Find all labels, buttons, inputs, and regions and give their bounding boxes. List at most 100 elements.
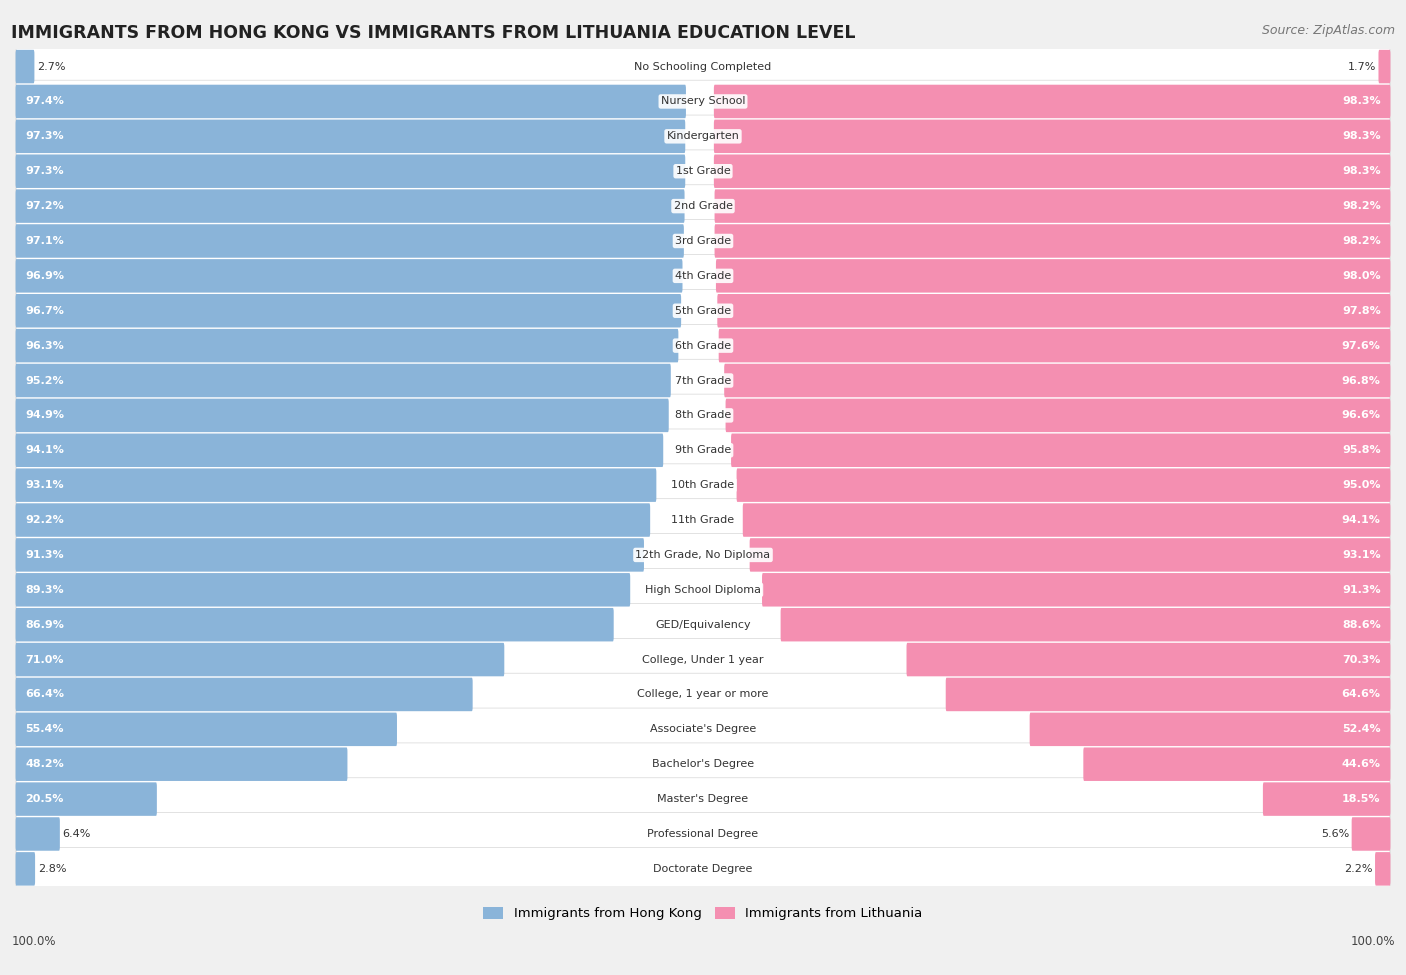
FancyBboxPatch shape	[724, 364, 1391, 397]
FancyBboxPatch shape	[15, 120, 685, 153]
FancyBboxPatch shape	[15, 643, 505, 677]
FancyBboxPatch shape	[15, 429, 1391, 472]
Text: 10th Grade: 10th Grade	[672, 480, 734, 490]
FancyBboxPatch shape	[15, 573, 630, 606]
Text: 97.3%: 97.3%	[25, 132, 63, 141]
FancyBboxPatch shape	[15, 154, 685, 188]
FancyBboxPatch shape	[15, 503, 650, 537]
FancyBboxPatch shape	[714, 154, 1391, 188]
FancyBboxPatch shape	[15, 50, 34, 83]
FancyBboxPatch shape	[15, 468, 657, 502]
Text: 96.3%: 96.3%	[25, 340, 65, 351]
Text: High School Diploma: High School Diploma	[645, 585, 761, 595]
Text: 86.9%: 86.9%	[25, 620, 65, 630]
Text: 94.9%: 94.9%	[25, 410, 65, 420]
FancyBboxPatch shape	[15, 847, 1391, 890]
Text: 96.7%: 96.7%	[25, 306, 65, 316]
Text: GED/Equivalency: GED/Equivalency	[655, 620, 751, 630]
FancyBboxPatch shape	[731, 434, 1391, 467]
Text: 97.2%: 97.2%	[25, 201, 65, 212]
Text: 64.6%: 64.6%	[1341, 689, 1381, 699]
Text: 96.6%: 96.6%	[1341, 410, 1381, 420]
FancyBboxPatch shape	[15, 708, 1391, 751]
Text: 11th Grade: 11th Grade	[672, 515, 734, 526]
FancyBboxPatch shape	[725, 399, 1391, 432]
FancyBboxPatch shape	[762, 573, 1391, 606]
Text: Master's Degree: Master's Degree	[658, 794, 748, 804]
FancyBboxPatch shape	[1084, 748, 1391, 781]
FancyBboxPatch shape	[15, 325, 1391, 367]
Text: 91.3%: 91.3%	[1343, 585, 1381, 595]
Text: 98.3%: 98.3%	[1343, 132, 1381, 141]
Text: 48.2%: 48.2%	[25, 760, 65, 769]
Text: 93.1%: 93.1%	[25, 480, 63, 490]
Text: Doctorate Degree: Doctorate Degree	[654, 864, 752, 874]
FancyBboxPatch shape	[15, 80, 1391, 123]
FancyBboxPatch shape	[1351, 817, 1391, 851]
Text: 18.5%: 18.5%	[1343, 794, 1381, 804]
FancyBboxPatch shape	[15, 639, 1391, 681]
Text: 97.4%: 97.4%	[25, 97, 65, 106]
FancyBboxPatch shape	[15, 394, 1391, 437]
FancyBboxPatch shape	[15, 329, 678, 363]
FancyBboxPatch shape	[15, 673, 1391, 716]
FancyBboxPatch shape	[717, 294, 1391, 328]
FancyBboxPatch shape	[15, 778, 1391, 820]
FancyBboxPatch shape	[737, 468, 1391, 502]
Text: 70.3%: 70.3%	[1343, 654, 1381, 665]
Text: 97.8%: 97.8%	[1341, 306, 1381, 316]
Text: 2.7%: 2.7%	[37, 61, 66, 71]
FancyBboxPatch shape	[15, 359, 1391, 402]
FancyBboxPatch shape	[15, 294, 681, 328]
FancyBboxPatch shape	[15, 219, 1391, 262]
Text: 44.6%: 44.6%	[1341, 760, 1381, 769]
FancyBboxPatch shape	[946, 678, 1391, 711]
FancyBboxPatch shape	[15, 85, 686, 118]
FancyBboxPatch shape	[15, 364, 671, 397]
Text: 5th Grade: 5th Grade	[675, 306, 731, 316]
FancyBboxPatch shape	[716, 259, 1391, 292]
FancyBboxPatch shape	[15, 782, 157, 816]
Text: 98.3%: 98.3%	[1343, 97, 1381, 106]
Text: 52.4%: 52.4%	[1343, 724, 1381, 734]
Text: 97.1%: 97.1%	[25, 236, 65, 246]
FancyBboxPatch shape	[749, 538, 1391, 571]
FancyBboxPatch shape	[15, 568, 1391, 611]
Text: 98.2%: 98.2%	[1341, 236, 1381, 246]
Text: 12th Grade, No Diploma: 12th Grade, No Diploma	[636, 550, 770, 560]
Text: College, Under 1 year: College, Under 1 year	[643, 654, 763, 665]
Text: 96.9%: 96.9%	[25, 271, 65, 281]
Text: 1st Grade: 1st Grade	[676, 166, 730, 176]
FancyBboxPatch shape	[714, 85, 1391, 118]
Text: 71.0%: 71.0%	[25, 654, 63, 665]
Text: 95.8%: 95.8%	[1343, 446, 1381, 455]
Text: 95.0%: 95.0%	[1343, 480, 1381, 490]
FancyBboxPatch shape	[15, 538, 644, 571]
Text: 55.4%: 55.4%	[25, 724, 63, 734]
Text: 4th Grade: 4th Grade	[675, 271, 731, 281]
FancyBboxPatch shape	[15, 189, 685, 223]
Text: 3rd Grade: 3rd Grade	[675, 236, 731, 246]
FancyBboxPatch shape	[15, 45, 1391, 88]
Text: Source: ZipAtlas.com: Source: ZipAtlas.com	[1261, 24, 1395, 37]
Text: 7th Grade: 7th Grade	[675, 375, 731, 385]
FancyBboxPatch shape	[15, 115, 1391, 158]
Text: 95.2%: 95.2%	[25, 375, 63, 385]
Text: 2nd Grade: 2nd Grade	[673, 201, 733, 212]
Text: Professional Degree: Professional Degree	[647, 829, 759, 838]
FancyBboxPatch shape	[15, 608, 613, 642]
Text: 98.3%: 98.3%	[1343, 166, 1381, 176]
FancyBboxPatch shape	[15, 817, 60, 851]
FancyBboxPatch shape	[714, 224, 1391, 257]
Text: 6th Grade: 6th Grade	[675, 340, 731, 351]
FancyBboxPatch shape	[714, 120, 1391, 153]
FancyBboxPatch shape	[15, 259, 682, 292]
FancyBboxPatch shape	[1263, 782, 1391, 816]
Text: 97.3%: 97.3%	[25, 166, 63, 176]
FancyBboxPatch shape	[15, 813, 1391, 855]
Text: 66.4%: 66.4%	[25, 689, 65, 699]
FancyBboxPatch shape	[907, 643, 1391, 677]
Text: College, 1 year or more: College, 1 year or more	[637, 689, 769, 699]
Text: No Schooling Completed: No Schooling Completed	[634, 61, 772, 71]
Text: 88.6%: 88.6%	[1341, 620, 1381, 630]
